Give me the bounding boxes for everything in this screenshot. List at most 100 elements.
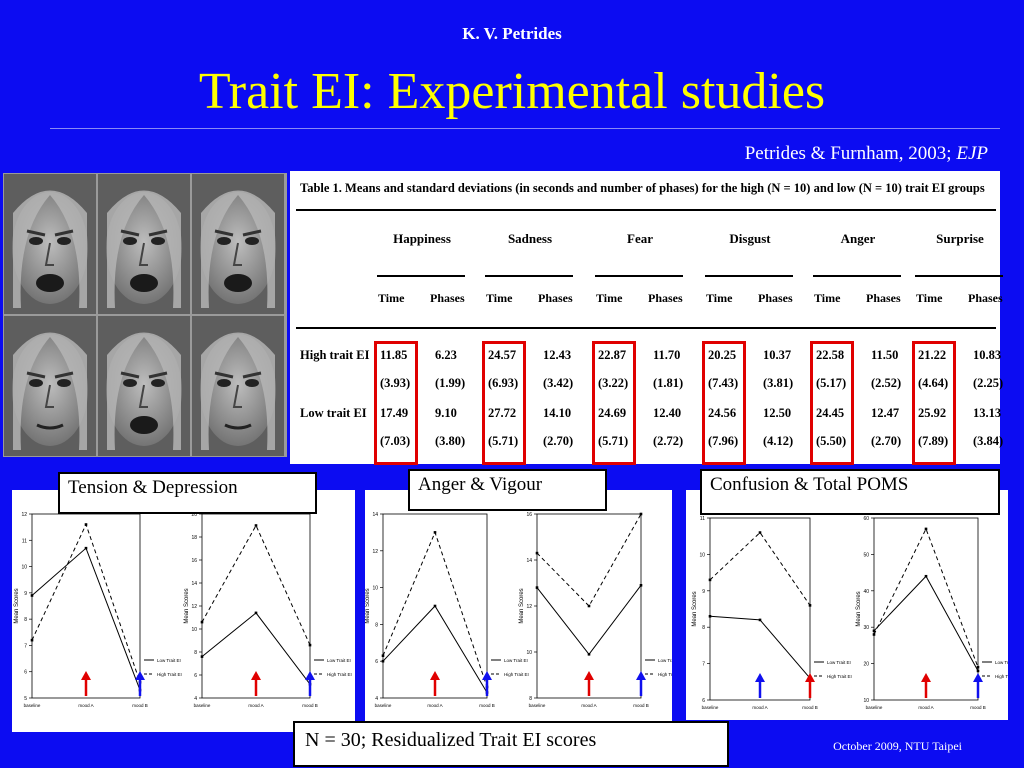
y-tick-label: 16	[191, 558, 197, 564]
table-cell: 11.85	[380, 348, 408, 362]
table-rule-top	[296, 209, 996, 211]
table-subheader: Phases	[430, 291, 465, 305]
line-chart-confusion: 6 7 8 9 10 11 Mean Scores baseline mood A mood B L…	[692, 516, 852, 710]
highlight-box-time	[810, 341, 854, 465]
table-cell: (2.70)	[871, 434, 902, 448]
table-cell: 13.13	[973, 406, 1002, 420]
x-tick-label: mood A	[248, 703, 263, 708]
table-cell: (7.43)	[708, 376, 739, 390]
y-tick-label: 18	[191, 535, 197, 541]
slide-title: Trait EI: Experimental studies	[198, 63, 826, 120]
series-line	[873, 527, 979, 668]
citation-journal: EJP	[956, 143, 988, 164]
y-tick-label: 8	[194, 650, 197, 656]
y-tick-label: 10	[863, 698, 869, 704]
x-tick-label: mood B	[633, 703, 649, 708]
table-cell: 22.87	[598, 348, 627, 362]
line-chart-depression: 4 6 8 10 12 14 16 18 20 Mean Scores baseline mood A…	[184, 512, 352, 708]
table-cell: 24.57	[488, 348, 517, 362]
y-tick-label: 8	[24, 617, 27, 623]
label-confusion-poms: Confusion & Total POMS	[700, 469, 1000, 515]
y-tick-label: 6	[24, 670, 27, 676]
faces-grid-image	[3, 173, 287, 457]
x-tick-label: baseline	[194, 703, 211, 708]
table-header-emotion: Sadness	[507, 231, 553, 246]
table-cell: 10.37	[763, 348, 792, 362]
data-point	[976, 665, 980, 669]
table-row-label: Low trait EI	[300, 406, 367, 420]
table-cell: 24.69	[598, 406, 627, 420]
data-point	[872, 633, 876, 636]
table-cell: 27.72	[488, 406, 517, 420]
highlight-box-time	[482, 341, 526, 465]
data-point	[587, 604, 591, 608]
y-axis-label: Mean Scores	[184, 588, 190, 623]
data-point	[84, 523, 88, 526]
data-point	[639, 512, 643, 516]
table-header-emotion: Disgust	[729, 231, 771, 246]
table-cell: (3.93)	[380, 376, 411, 390]
x-tick-label: mood B	[479, 703, 495, 708]
table-cell: (5.17)	[816, 376, 847, 390]
x-tick-label: baseline	[529, 703, 546, 708]
data-point	[976, 669, 980, 673]
table-cell: 11.50	[871, 348, 899, 362]
legend-label: High Trait EI	[658, 672, 672, 677]
table-caption: Table 1. Means and standard deviations (…	[300, 181, 985, 195]
panel-anger-vigour: 4 6 8 10 12 14 Mean Scores baseline mood A mood B…	[365, 490, 683, 732]
chart-frame	[709, 517, 811, 701]
panel-confusion-poms: 6 7 8 9 10 11 Mean Scores baseline mood A mood B L…	[686, 490, 1020, 720]
citation-text: Petrides & Furnham, 2003;	[744, 143, 957, 164]
table-cell: (7.03)	[380, 434, 411, 448]
y-tick-label: 4	[194, 696, 197, 702]
arrow-head	[482, 671, 492, 680]
label-tension-depression: Tension & Depression	[58, 472, 317, 514]
table-cell: (3.22)	[598, 376, 629, 390]
table-cell: 21.22	[918, 348, 947, 362]
data-point	[708, 614, 712, 618]
y-tick-label: 7	[24, 643, 27, 649]
note-sample-size: N = 30; Residualized Trait EI scores	[293, 721, 729, 767]
chart-frame	[201, 513, 311, 699]
table-cell: (4.12)	[763, 434, 794, 448]
data-point	[587, 653, 591, 656]
arrow-head	[973, 673, 983, 682]
data-point	[639, 584, 643, 587]
table-cell: (3.80)	[435, 434, 466, 448]
data-point	[200, 655, 204, 658]
table-subheader: Phases	[538, 291, 573, 305]
y-tick-label: 20	[863, 662, 869, 668]
table-cell: 14.10	[543, 406, 572, 420]
x-tick-label: baseline	[866, 705, 883, 710]
table-header-emotion: Happiness	[393, 231, 451, 246]
y-tick-label: 9	[702, 589, 705, 595]
y-tick-label: 11	[700, 516, 705, 522]
x-tick-label: mood B	[802, 705, 818, 710]
table-cell: (4.64)	[918, 376, 949, 390]
legend-label: Low Trait EI	[995, 660, 1008, 665]
y-tick-label: 12	[21, 512, 27, 518]
y-tick-label: 12	[372, 549, 378, 555]
legend-label: Low Trait EI	[504, 658, 528, 663]
legend-label: High Trait EI	[827, 674, 852, 679]
table-cell: 12.47	[871, 406, 900, 420]
table-subheader: Time	[596, 291, 623, 305]
arrow-head	[135, 671, 145, 680]
table-subheader: Phases	[758, 291, 793, 305]
y-tick-label: 30	[863, 625, 869, 631]
table-cell: 6.23	[435, 348, 457, 362]
data-point	[708, 578, 712, 582]
table-cell: 9.10	[435, 406, 457, 420]
table-cell: (1.81)	[653, 376, 684, 390]
y-tick-label: 4	[375, 696, 378, 702]
arrow-head	[636, 671, 646, 680]
data-point	[30, 638, 34, 642]
table-subheader: Time	[486, 291, 513, 305]
series-line	[536, 513, 642, 607]
line-chart-total-poms: 10 20 30 40 50 60 Mean Scores baseline mood A moo…	[856, 516, 1020, 710]
y-axis-label: Mean Scores	[365, 588, 371, 623]
table-cell: (5.71)	[598, 434, 629, 448]
table-cell: (7.89)	[918, 434, 949, 448]
x-tick-label: mood B	[970, 705, 986, 710]
